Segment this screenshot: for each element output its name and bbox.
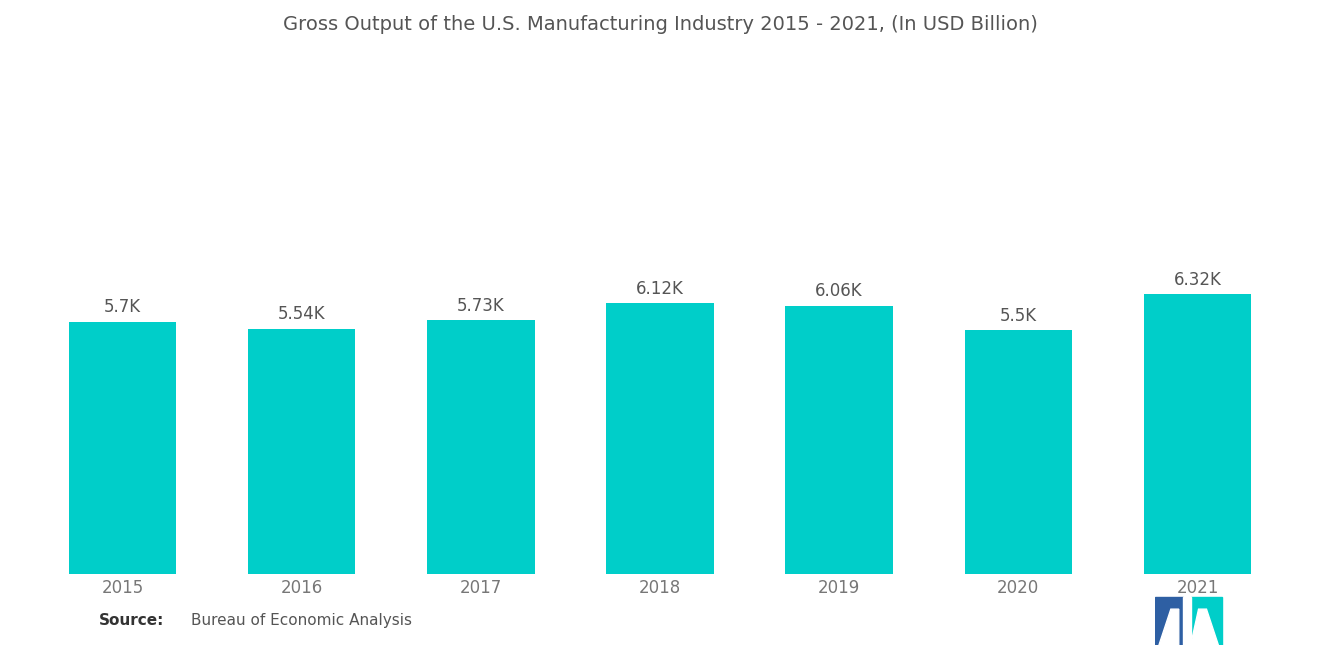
Polygon shape (1183, 597, 1191, 645)
Polygon shape (1191, 597, 1222, 645)
Bar (606, 303, 714, 574)
Text: 5.5K: 5.5K (999, 307, 1038, 325)
Text: 5.54K: 5.54K (277, 305, 326, 323)
Polygon shape (1191, 609, 1218, 645)
Text: 5.7K: 5.7K (104, 298, 141, 317)
Title: Gross Output of the U.S. Manufacturing Industry 2015 - 2021, (In USD Billion): Gross Output of the U.S. Manufacturing I… (282, 15, 1038, 34)
Polygon shape (1159, 609, 1179, 645)
Text: 6.32K: 6.32K (1173, 271, 1221, 289)
Bar (1143, 294, 1251, 574)
Polygon shape (1155, 597, 1183, 645)
Bar (248, 329, 355, 574)
Text: Bureau of Economic Analysis: Bureau of Economic Analysis (191, 613, 412, 628)
Text: 5.73K: 5.73K (457, 297, 504, 315)
Bar (785, 306, 892, 574)
Bar (428, 321, 535, 574)
Text: 6.06K: 6.06K (816, 282, 863, 301)
Bar (69, 322, 177, 574)
Text: Source:: Source: (99, 613, 165, 628)
Bar (965, 331, 1072, 574)
Text: 6.12K: 6.12K (636, 280, 684, 298)
